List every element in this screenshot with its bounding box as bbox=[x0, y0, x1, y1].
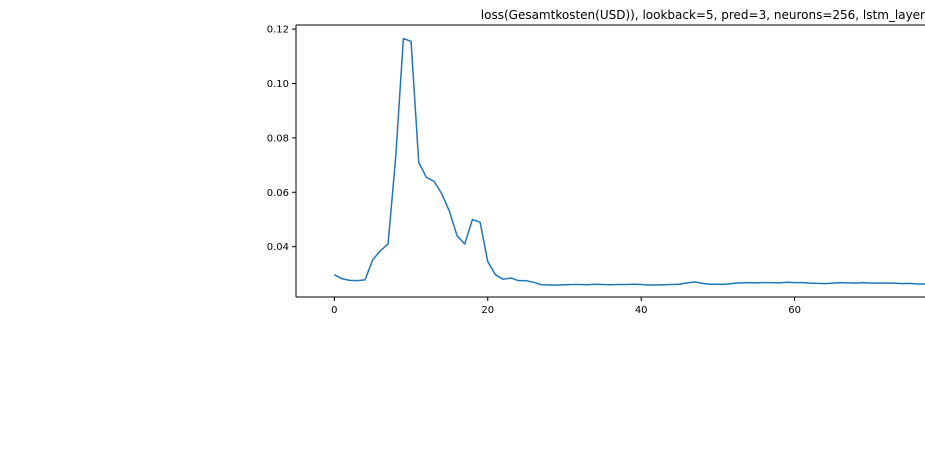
y-tick-label: 0.04 bbox=[267, 242, 289, 253]
x-tick-label: 0 bbox=[331, 305, 337, 316]
x-tick-label: 40 bbox=[635, 305, 648, 316]
x-tick-label: 20 bbox=[481, 305, 494, 316]
y-tick-label: 0.12 bbox=[267, 25, 289, 36]
loss-series-line bbox=[333, 37, 925, 286]
y-tick-label: 0.08 bbox=[267, 133, 289, 144]
x-tick-label: 60 bbox=[788, 305, 801, 316]
chart-title: loss(Gesamtkosten(USD)), lookback=5, pre… bbox=[481, 8, 925, 22]
y-tick-label: 0.06 bbox=[267, 188, 289, 199]
y-tick-label: 0.10 bbox=[267, 79, 289, 90]
